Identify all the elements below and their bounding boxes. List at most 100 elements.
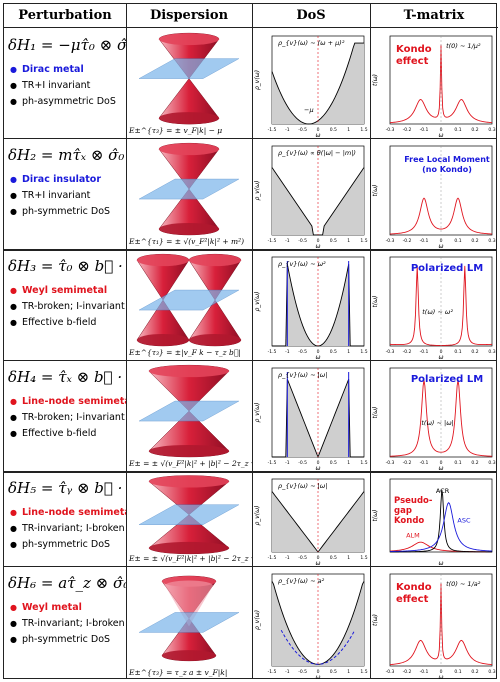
energy-plane: [138, 612, 240, 633]
dos-plot: ρ_{v}(ω) ∼ |ω| -1.5 -1 -0.5 0 0.5 1 1.5 ω ρ_v(ω): [254, 367, 368, 471]
dos-plot: ρ_{v}(ω) ∼ a² -1.5 -1 -0.5 0 0.5 1 1.5 ω ρ_v(ω): [254, 573, 368, 680]
dos-plot: ρ_{v}(ω) ∼ |ω| -1.5 -1 -0.5 0 0.5 1 1.5 ω ρ_v(ω): [254, 478, 368, 566]
cone-rim: [159, 33, 219, 46]
property-item: Effective b-field: [10, 317, 126, 328]
phase-name: Line-node semimetal: [10, 396, 126, 407]
tmatrix-tick-label: -0.1: [420, 460, 429, 466]
dos-tick-label: 0.5: [330, 460, 337, 466]
phase-name: Dirac insulator: [10, 174, 126, 185]
tmatrix-tick-label: 0.2: [471, 460, 478, 466]
tmatrix-title: effect: [396, 56, 429, 67]
cone-rim: [159, 112, 219, 125]
dos-tick-label: 0: [317, 349, 320, 355]
tmatrix-tick-label: 0.1: [454, 669, 461, 675]
dos-tick-label: -0.5: [298, 127, 307, 133]
property-item: TR-invariant; I-broken: [10, 618, 126, 629]
tmatrix-tick-label: -0.2: [403, 669, 412, 675]
dispersion-formula: E±^{τ₃} = ± v_F|k| − μ: [129, 126, 223, 135]
perturbation-equation: δH₂ = mτ̂ₓ ⊗ σ̂₀: [8, 146, 125, 164]
dos-area: [272, 43, 364, 124]
tmatrix-cell: Kondo effect t(0) ∼ 1/a² -0.3 -0.2 -0.1 0 0.1 0.…: [370, 566, 498, 680]
tmatrix-tick-label: -0.3: [386, 127, 395, 133]
dispersion-cell: E±^{τ₃} = τ_z a ± v_F|k|: [126, 566, 252, 680]
dos-tick-label: -0.5: [298, 555, 307, 561]
tmatrix-tick-label: 0.1: [454, 127, 461, 133]
dos-tick-label: 1: [347, 555, 350, 561]
dos-plot: ρ_{v}(ω) ∼ ω² -1.5 -1 -0.5 0 0.5 1 1.5 ω ρ_v(ω): [254, 256, 368, 360]
tmatrix-cell: Polarized LM t(ω) ∼ |ω| -0.3 -0.2 -0.1 0 0.1 0.…: [370, 360, 498, 471]
cone-rim: [149, 444, 229, 457]
dos-tick-label: -1: [285, 127, 290, 133]
tmatrix-tick-label: 0.3: [488, 460, 495, 466]
tmatrix-title: Polarized LM: [411, 374, 483, 385]
dos-tick-label: -1.5: [268, 555, 277, 561]
perturbation-equation: δH₅ = τ̂ᵧ ⊗ b⃗ · σ̂⃗: [8, 479, 126, 497]
dos-tick-label: 0: [317, 127, 320, 133]
dos-tick-label: 0: [317, 555, 320, 561]
dos-tick-label: 0.5: [330, 555, 337, 561]
tmatrix-annotation: t(0) ∼ 1/μ²: [446, 42, 481, 50]
tmatrix-tick-label: 0.3: [488, 238, 495, 244]
dos-tick-label: -0.5: [298, 349, 307, 355]
tmatrix-tick-label: -0.3: [386, 349, 395, 355]
phase-name: Dirac metal: [10, 64, 126, 75]
perturbation-equation: δH₃ = τ̂₀ ⊗ b⃗ · σ̂⃗: [8, 257, 126, 275]
tmatrix-title: Kondo: [396, 582, 432, 593]
tmatrix-title: effect: [396, 594, 429, 605]
energy-plane: [138, 400, 240, 422]
dos-tick-label: 1: [347, 127, 350, 133]
cone-rim: [159, 143, 219, 156]
dos-tick-label: 1: [347, 669, 350, 675]
tmatrix-annotation: t(0) ∼ 1/a²: [446, 580, 481, 588]
col-divider: [252, 4, 253, 678]
dos-tick-label: -1.5: [268, 669, 277, 675]
col-divider: [370, 4, 371, 678]
perturbation-equation: δH₁ = −μτ̂₀ ⊗ σ̂₀: [8, 36, 126, 54]
dos-plot: ρ_{v}(ω) ∝ θ(|ω| − |m|) -1.5 -1 -0.5 0 0.5 1 1.…: [254, 145, 368, 249]
tmatrix-x-label: ω: [438, 132, 443, 138]
dos-tick-label: 0.5: [330, 669, 337, 675]
tmatrix-x-label: ω: [438, 560, 443, 566]
tmatrix-tick-label: 0.1: [454, 460, 461, 466]
tmatrix-tick-label: 0.1: [454, 349, 461, 355]
cone-rim: [149, 475, 229, 488]
dos-x-label: ω: [315, 560, 320, 566]
tmatrix-tick-label: 0: [440, 460, 443, 466]
header-dos: DoS: [252, 4, 370, 28]
tmatrix-tick-label: -0.2: [403, 349, 412, 355]
tmatrix-title: gap: [394, 506, 412, 516]
dos-tick-label: 1.5: [360, 669, 367, 675]
phase-name: Weyl semimetal: [10, 285, 126, 296]
tmatrix-y-label: t(ω): [372, 184, 379, 196]
dispersion-cell: E±^{τ₁} = ± √(v_F²|k|² + m²): [126, 138, 252, 249]
tmatrix-tick-label: -0.1: [420, 127, 429, 133]
dos-cell: ρ_{v}(ω) ∼ |ω| -1.5 -1 -0.5 0 0.5 1 1.5 ω ρ_v(ω): [252, 360, 370, 471]
tmatrix-title: Kondo: [394, 516, 424, 526]
dos-area: [272, 167, 364, 235]
dos-formula: ρ_{v}(ω) ∼ ω²: [278, 260, 326, 268]
tmatrix-x-label: ω: [438, 674, 443, 680]
dos-tick-label: -0.5: [298, 669, 307, 675]
dos-cell: ρ_{v}(ω) ∝ θ(|ω| − |m|) -1.5 -1 -0.5 0 0.5 1 1.…: [252, 138, 370, 249]
dos-cell: ρ_{v}(ω) ∼ ω² -1.5 -1 -0.5 0 0.5 1 1.5 ω ρ_v(ω): [252, 249, 370, 360]
tmatrix-cell: Kondo effect t(0) ∼ 1/μ² -0.3 -0.2 -0.1 0 0.1 0.…: [370, 28, 498, 138]
dispersion-plot: [138, 364, 240, 458]
dos-tick-label: -0.5: [298, 238, 307, 244]
dos-dashed-curve: [280, 629, 356, 665]
tmatrix-tick-label: -0.3: [386, 460, 395, 466]
tmatrix-tick-label: 0: [440, 238, 443, 244]
dispersion-plot: [138, 475, 240, 555]
dispersion-formula: E±^{τ₃} = ±|v_F k − τ_z b⃗|: [129, 348, 241, 357]
dos-formula: ρ_{v}(ω) ∝ θ(|ω| − |m|): [278, 149, 356, 157]
dos-tick-label: 0: [317, 238, 320, 244]
tmatrix-tick-label: 0.1: [454, 238, 461, 244]
energy-plane: [138, 58, 240, 79]
dispersion-formula: E± = ± √(v_F²|k|² + |b|² − 2τ_z v_F|k × …: [129, 459, 252, 468]
tmatrix-cell: Polarized LM t(ω) ∼ ω² -0.3 -0.2 -0.1 0 0.1 0.2…: [370, 249, 498, 360]
tmatrix-tick-label: 0.2: [471, 127, 478, 133]
energy-plane: [138, 178, 240, 200]
dos-x-label: ω: [315, 243, 320, 249]
dispersion-cell: E± = ± √(v_F²|k|² + |b|² − 2τ_z v_F|k × …: [126, 471, 252, 566]
cone-rim: [137, 333, 189, 346]
